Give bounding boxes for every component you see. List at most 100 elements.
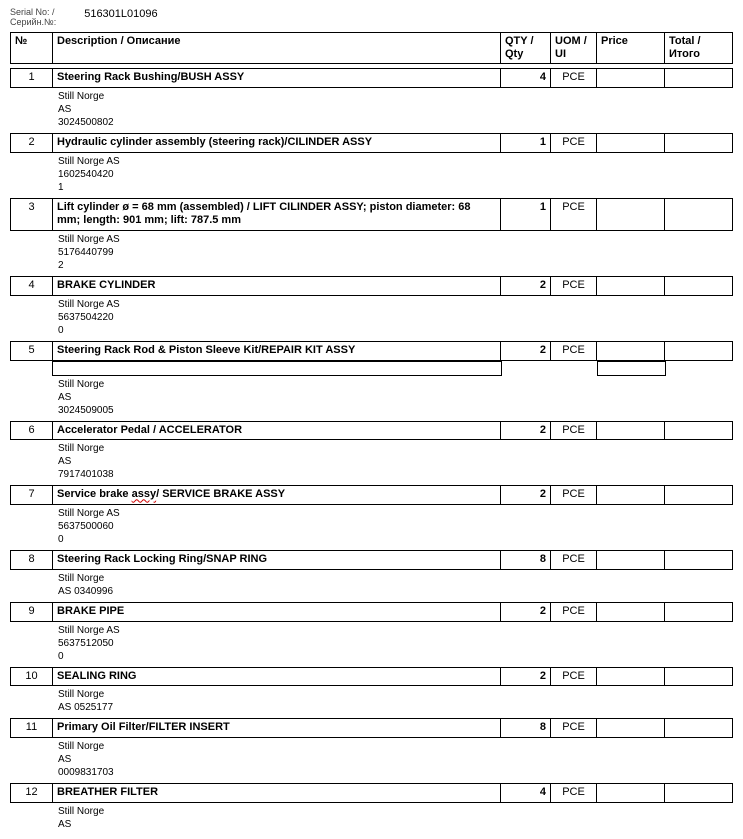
item-row: 7Service brake assy/ SERVICE BRAKE ASSY2… [10, 485, 733, 505]
item-description: Steering Rack Bushing/BUSH ASSY [53, 69, 501, 88]
item-block: 10SEALING RING2PCEStill NorgeAS 0525177 [10, 667, 733, 715]
header-price: Price [597, 32, 665, 63]
item-price [597, 602, 665, 621]
item-detail-line: 1602540420 [58, 168, 733, 181]
item-detail-line: 0 [58, 533, 733, 546]
item-price [597, 719, 665, 738]
item-detail-line: 0009831703 [58, 766, 733, 779]
item-detail-line: Still Norge AS [58, 507, 733, 520]
item-price [597, 667, 665, 686]
header-table: № Description / Описание QTY / Qty UOM /… [10, 32, 733, 64]
item-total [665, 69, 733, 88]
item-qty: 2 [501, 421, 551, 440]
item-qty: 2 [501, 667, 551, 686]
item-price [597, 421, 665, 440]
item-details: Still NorgeAS7917401038 [56, 440, 733, 481]
item-num: 7 [11, 486, 53, 505]
item-uom: PCE [551, 719, 597, 738]
item-details: Still NorgeAS3024509005 [56, 376, 733, 417]
item-description: SEALING RING [53, 667, 501, 686]
item-row: 8Steering Rack Locking Ring/SNAP RING8PC… [10, 550, 733, 570]
item-detail-line: Still Norge AS [58, 233, 733, 246]
item-uom: PCE [551, 486, 597, 505]
item-uom: PCE [551, 551, 597, 570]
item-detail-line: 7917401038 [58, 468, 733, 481]
item-uom: PCE [551, 198, 597, 231]
item-detail-line: 5637500060 [58, 520, 733, 533]
item-detail-line: AS 0525177 [58, 701, 733, 714]
item-details: Still NorgeAS [56, 803, 733, 831]
item-qty: 2 [501, 486, 551, 505]
item-detail-line: 3024509005 [58, 404, 733, 417]
item-detail-line: Still Norge [58, 688, 733, 701]
item-detail-line: Still Norge AS [58, 298, 733, 311]
item-description: BREATHER FILTER [53, 784, 501, 803]
item-detail-line: 1 [58, 181, 733, 194]
item-price [597, 277, 665, 296]
item-uom: PCE [551, 277, 597, 296]
extra-cell [597, 361, 665, 375]
item-row: 4BRAKE CYLINDER2PCE [10, 276, 733, 296]
item-block: 3Lift cylinder ø = 68 mm (assembled) / L… [10, 198, 733, 273]
item-detail-line: AS [58, 753, 733, 766]
item-num: 5 [11, 341, 53, 360]
item-num: 12 [11, 784, 53, 803]
item-detail-line: Still Norge AS [58, 624, 733, 637]
item-uom: PCE [551, 341, 597, 360]
item-row: 5Steering Rack Rod & Piston Sleeve Kit/R… [10, 341, 733, 361]
item-description: BRAKE CYLINDER [53, 277, 501, 296]
item-num: 3 [11, 198, 53, 231]
item-qty: 2 [501, 277, 551, 296]
serial-row: Serial No: / Серийн.№: 516301L01096 [10, 8, 733, 28]
item-detail-line: Still Norge [58, 805, 733, 818]
item-description: Lift cylinder ø = 68 mm (assembled) / LI… [53, 198, 501, 231]
item-qty: 4 [501, 69, 551, 88]
item-uom: PCE [551, 69, 597, 88]
items-container: 1Steering Rack Bushing/BUSH ASSY4PCEStil… [10, 68, 733, 831]
header-description: Description / Описание [53, 32, 501, 63]
item-num: 11 [11, 719, 53, 738]
extra-cell [551, 361, 597, 375]
item-row: 12BREATHER FILTER4PCE [10, 783, 733, 803]
item-detail-line: AS 0340996 [58, 585, 733, 598]
item-block: 4BRAKE CYLINDER2PCE Still Norge AS5637504… [10, 276, 733, 337]
item-block: 8Steering Rack Locking Ring/SNAP RING8PC… [10, 550, 733, 598]
item-total [665, 719, 733, 738]
serial-label: Serial No: / Серийн.№: [10, 8, 56, 28]
item-total [665, 277, 733, 296]
item-details: Still NorgeAS0009831703 [56, 738, 733, 779]
item-block: 12BREATHER FILTER4PCEStill NorgeAS [10, 783, 733, 831]
item-detail-line: 5637504220 [58, 311, 733, 324]
item-detail-line: 2 [58, 259, 733, 272]
item-row: 6Accelerator Pedal / ACCELERATOR2PCE [10, 421, 733, 441]
header-num: № [11, 32, 53, 63]
item-detail-line: 3024500802 [58, 116, 733, 129]
item-detail-line: 0 [58, 650, 733, 663]
item-row: 10SEALING RING2PCE [10, 667, 733, 687]
item-detail-line: Still Norge [58, 740, 733, 753]
item-num: 4 [11, 277, 53, 296]
item-total [665, 602, 733, 621]
item-total [665, 133, 733, 152]
item-description: Hydraulic cylinder assembly (steering ra… [53, 133, 501, 152]
item-detail-line: 5637512050 [58, 637, 733, 650]
item-num: 8 [11, 551, 53, 570]
item-total [665, 198, 733, 231]
item-row: 9BRAKE PIPE2PCE [10, 602, 733, 622]
item-description: BRAKE PIPE [53, 602, 501, 621]
item-price [597, 133, 665, 152]
item-details: Still NorgeAS 0525177 [56, 686, 733, 714]
item-description: Steering Rack Rod & Piston Sleeve Kit/RE… [53, 341, 501, 360]
item-block: 1Steering Rack Bushing/BUSH ASSY4PCEStil… [10, 68, 733, 129]
item-price [597, 784, 665, 803]
item-detail-line: AS [58, 103, 733, 116]
item-description: Primary Oil Filter/FILTER INSERT [53, 719, 501, 738]
item-num: 1 [11, 69, 53, 88]
item-block: 11Primary Oil Filter/FILTER INSERT8PCESt… [10, 718, 733, 779]
item-block: 5Steering Rack Rod & Piston Sleeve Kit/R… [10, 341, 733, 417]
item-detail-line: Still Norge [58, 572, 733, 585]
item-uom: PCE [551, 784, 597, 803]
item-detail-line: Still Norge AS [58, 155, 733, 168]
item-total [665, 784, 733, 803]
item-qty: 2 [501, 602, 551, 621]
